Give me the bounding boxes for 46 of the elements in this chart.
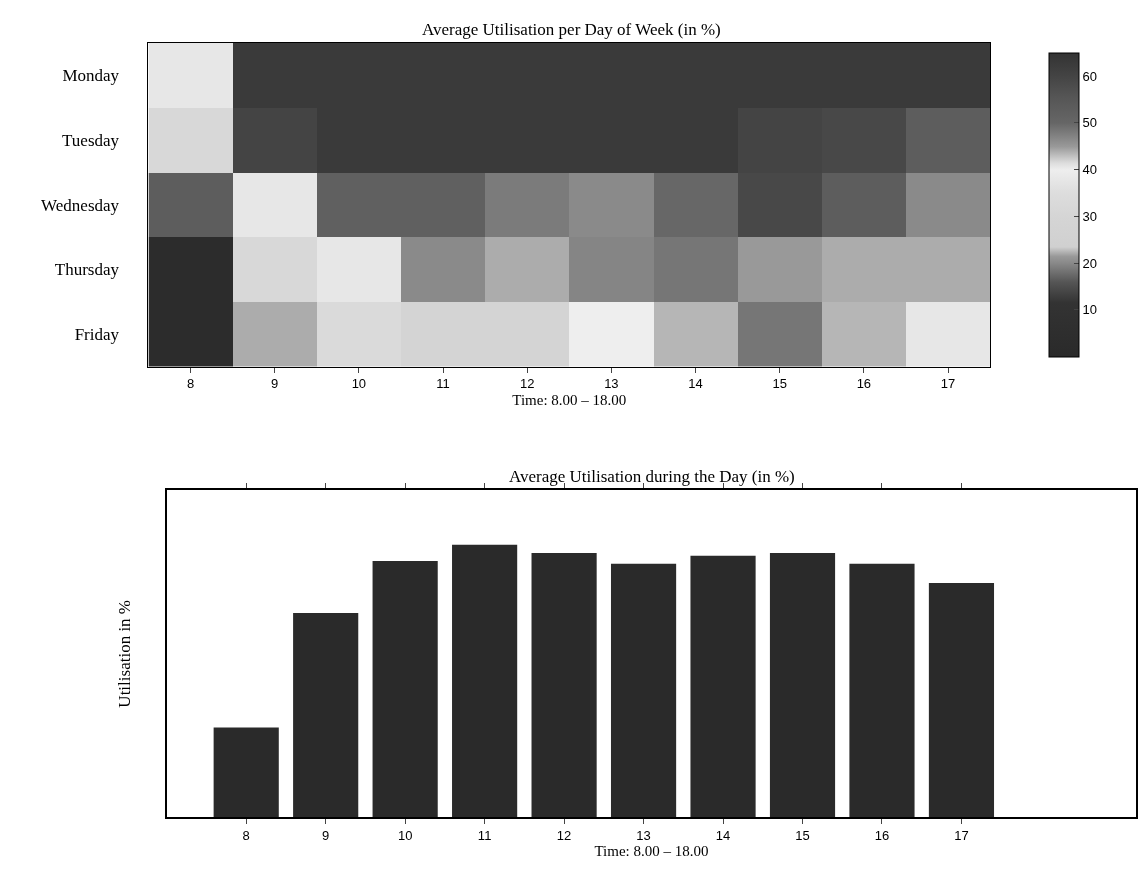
bar <box>690 555 756 818</box>
x-tick-label: 17 <box>954 827 969 843</box>
x-tick-label: 13 <box>604 376 619 392</box>
bar <box>610 563 677 818</box>
color-bar-label: 40 <box>1082 162 1098 178</box>
x-tick-label: 10 <box>397 827 413 843</box>
bar <box>769 552 836 818</box>
x-tick-label: 14 <box>715 827 731 843</box>
color-bar-label: 10 <box>1082 302 1098 318</box>
bar <box>213 727 279 818</box>
color-bar-label: 60 <box>1082 68 1098 84</box>
x-tick-label: 8 <box>242 827 250 843</box>
x-tick-label: 12 <box>556 827 572 843</box>
chart-title: Average Utilisation during the Day (in %) <box>509 467 795 486</box>
x-tick-label: 16 <box>874 827 890 843</box>
x-axis-title: Time: 8.00 – 18.00 <box>594 843 709 860</box>
x-tick-label: 16 <box>856 376 872 392</box>
x-tick-label: 15 <box>795 827 810 843</box>
y-tick-label: Friday <box>74 325 120 345</box>
x-tick-label: 12 <box>519 376 535 392</box>
bar <box>531 552 597 818</box>
x-tick-label: 15 <box>772 376 787 392</box>
y-axis-title: Utilisation in % <box>114 599 134 708</box>
bar <box>849 563 915 818</box>
chart-title: Average Utilisation per Day of Week (in %) <box>422 20 721 39</box>
x-tick-label: 9 <box>271 376 279 392</box>
color-bar-label: 50 <box>1082 115 1098 131</box>
x-tick-label: 8 <box>186 376 195 392</box>
x-tick-label: 17 <box>940 376 956 392</box>
bar <box>293 612 359 818</box>
y-tick-label: Thursday <box>54 260 120 280</box>
x-tick-label: 10 <box>351 376 367 392</box>
bar <box>372 561 438 818</box>
x-axis-title: Time: 8.00 – 18.00 <box>512 392 627 409</box>
y-tick-label: Wednesday <box>41 195 120 215</box>
bar <box>452 544 518 818</box>
x-tick-label: 11 <box>436 376 450 392</box>
color-bar-label: 30 <box>1082 208 1098 224</box>
color-bar-label: 20 <box>1082 255 1098 271</box>
x-tick-label: 14 <box>688 376 703 392</box>
y-tick-label: Monday <box>62 66 120 86</box>
x-tick-label: 9 <box>322 827 330 843</box>
bar <box>928 582 995 818</box>
x-tick-label: 11 <box>477 827 492 843</box>
y-tick-label: Tuesday <box>62 131 120 150</box>
x-tick-label: 13 <box>636 827 651 843</box>
